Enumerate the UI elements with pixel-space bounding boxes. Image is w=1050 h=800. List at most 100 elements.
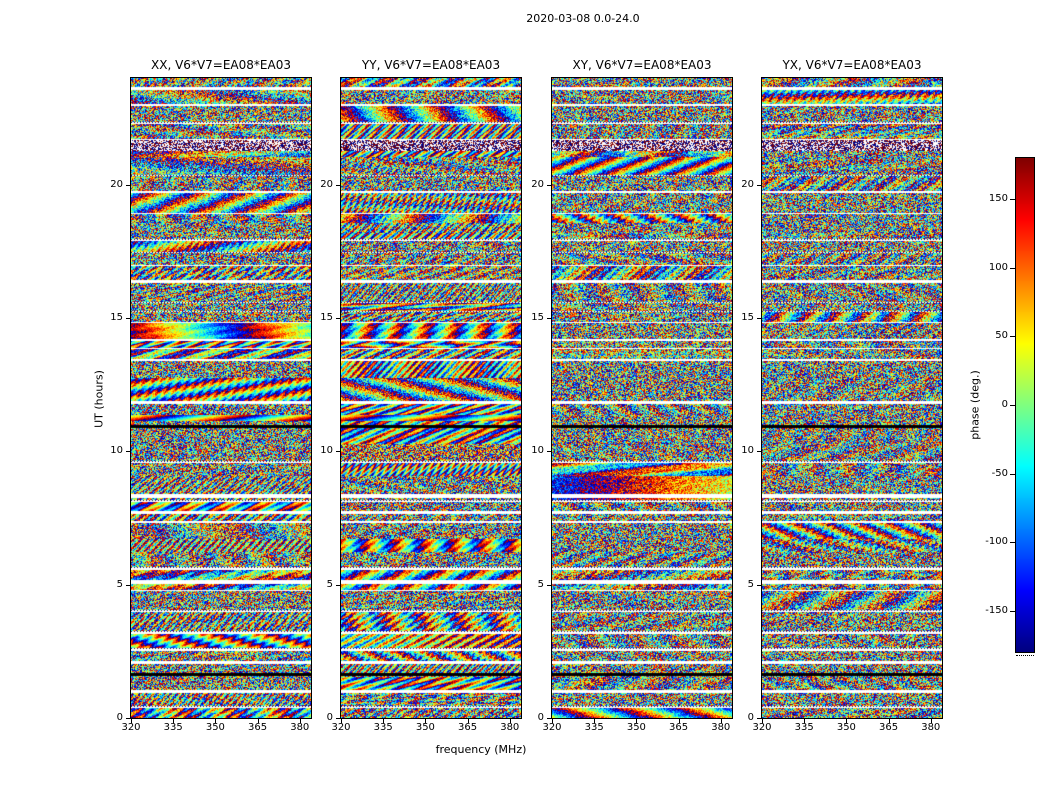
heatmap-yy	[340, 77, 522, 719]
x-tick	[173, 719, 175, 723]
y-tick	[757, 584, 761, 586]
y-tick-label: 5	[747, 578, 754, 590]
x-tick-label: 350	[205, 722, 225, 733]
y-tick-label: 10	[110, 445, 123, 457]
x-tick	[341, 719, 342, 723]
x-tick	[804, 719, 806, 723]
y-tick-label: 20	[741, 178, 754, 190]
y-tick	[547, 318, 551, 319]
colorbar-tick-label: 50	[995, 330, 1008, 342]
x-tick	[762, 719, 763, 723]
x-tick-label: 320	[121, 722, 141, 733]
y-tick-label: 20	[320, 178, 333, 190]
x-tick-label: 335	[373, 722, 393, 733]
y-tick	[757, 718, 761, 719]
y-tick	[126, 451, 130, 453]
x-tick-label: 365	[879, 722, 899, 733]
heatmap-xy	[551, 77, 733, 719]
x-tick-label: 380	[921, 722, 941, 733]
x-tick	[299, 719, 301, 723]
x-tick-label: 365	[458, 722, 478, 733]
x-tick-label: 350	[626, 722, 646, 733]
x-axis-label: frequency (MHz)	[435, 743, 527, 756]
y-tick-label: 15	[531, 312, 544, 323]
y-tick	[126, 584, 130, 586]
x-tick-label: 320	[542, 722, 562, 733]
figure-title: 2020-03-08 0.0-24.0	[526, 12, 640, 25]
x-tick	[720, 719, 722, 723]
colorbar-tick	[1010, 336, 1015, 338]
colorbar-tick-label: 150	[988, 193, 1008, 205]
colorbar-tick	[1010, 542, 1015, 544]
x-tick	[509, 719, 511, 723]
y-tick	[547, 584, 551, 586]
y-tick-label: 15	[320, 312, 333, 323]
x-tick-label: 335	[163, 722, 183, 733]
y-tick-label: 20	[110, 178, 123, 190]
y-tick-label: 5	[326, 578, 333, 590]
y-tick	[547, 451, 551, 453]
y-tick-label: 5	[537, 578, 544, 590]
x-tick	[467, 719, 469, 723]
panel-title-yx: YX, V6*V7=EA08*EA03	[782, 58, 922, 72]
colorbar-tick-label: -50	[991, 467, 1008, 479]
x-tick	[215, 719, 217, 723]
panel-title-yy: YY, V6*V7=EA08*EA03	[361, 58, 501, 72]
colorbar-tick-label: 100	[988, 261, 1008, 273]
x-tick-label: 380	[711, 722, 731, 733]
x-tick	[552, 719, 553, 723]
x-tick-label: 380	[500, 722, 520, 733]
colorbar	[1015, 157, 1035, 653]
y-tick-label: 0	[326, 712, 333, 723]
x-tick	[636, 719, 638, 723]
y-tick	[547, 718, 551, 719]
colorbar-tick	[1010, 473, 1015, 475]
y-tick-label: 10	[741, 445, 754, 457]
heatmap-xx	[130, 77, 312, 719]
y-tick-label: 0	[747, 712, 754, 723]
y-tick-label: 15	[741, 312, 754, 323]
colorbar-tick-label: 0	[1001, 399, 1008, 410]
y-tick-label: 10	[320, 445, 333, 457]
y-tick-label: 0	[116, 712, 123, 723]
y-tick	[126, 184, 130, 186]
x-tick	[257, 719, 259, 723]
x-tick-label: 365	[669, 722, 689, 733]
x-tick-label: 320	[752, 722, 772, 733]
y-tick	[547, 184, 551, 186]
y-tick	[336, 718, 340, 719]
x-tick	[131, 719, 132, 723]
x-tick-label: 350	[836, 722, 856, 733]
y-tick	[757, 451, 761, 453]
x-tick	[425, 719, 427, 723]
y-tick-label: 0	[537, 712, 544, 723]
colorbar-tick	[1010, 267, 1015, 269]
y-tick-label: 5	[116, 578, 123, 590]
x-tick-label: 335	[584, 722, 604, 733]
panel-title-xy: XY, V6*V7=EA08*EA03	[572, 58, 712, 72]
heatmap-yx	[761, 77, 943, 719]
x-tick	[846, 719, 848, 723]
x-tick-label: 365	[248, 722, 268, 733]
x-tick-label: 335	[794, 722, 814, 733]
x-tick	[888, 719, 890, 723]
colorbar-tick	[1010, 610, 1015, 612]
y-tick	[126, 718, 130, 719]
x-tick	[383, 719, 385, 723]
x-tick	[594, 719, 596, 723]
y-axis-label: UT (hours)	[92, 370, 106, 428]
x-tick-label: 350	[415, 722, 435, 733]
colorbar-bottom-dotted-line	[1016, 655, 1034, 656]
panel-title-xx: XX, V6*V7=EA08*EA03	[151, 58, 291, 72]
x-tick	[678, 719, 680, 723]
y-tick	[336, 584, 340, 586]
colorbar-tick	[1010, 405, 1015, 406]
y-tick	[757, 184, 761, 186]
x-tick-label: 320	[331, 722, 351, 733]
y-tick	[126, 318, 130, 319]
y-tick	[336, 184, 340, 186]
y-tick-label: 15	[110, 312, 123, 323]
x-tick-label: 380	[290, 722, 310, 733]
colorbar-tick-label: -100	[985, 536, 1008, 548]
